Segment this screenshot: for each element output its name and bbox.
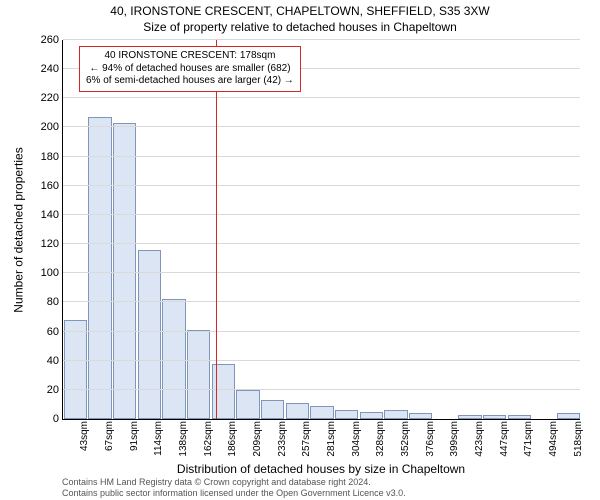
histogram-bar [483, 415, 506, 419]
histogram-bar [88, 117, 111, 419]
x-tick-label: 186sqm [227, 421, 238, 457]
chart-plot-area: 02040608010012014016018020022024026043sq… [62, 40, 580, 420]
y-tick-label: 100 [41, 267, 59, 279]
gridline [63, 272, 580, 273]
gridline [63, 126, 580, 127]
chart-title-subtitle: Size of property relative to detached ho… [0, 20, 600, 34]
x-tick-label: 494sqm [548, 421, 559, 457]
annotation-line: 40 IRONSTONE CRESCENT: 178sqm [86, 50, 294, 63]
histogram-bar [335, 410, 358, 419]
histogram-bar [557, 413, 580, 419]
x-tick-label: 447sqm [499, 421, 510, 457]
gridline [63, 301, 580, 302]
footer-line-1: Contains HM Land Registry data © Crown c… [62, 477, 406, 487]
y-tick-label: 60 [47, 326, 59, 338]
y-tick-label: 220 [41, 92, 59, 104]
reference-line [216, 40, 217, 419]
annotation-line: 6% of semi-detached houses are larger (4… [86, 75, 294, 88]
histogram-bar [187, 330, 210, 419]
x-tick-label: 91sqm [129, 421, 140, 451]
y-tick-label: 20 [47, 384, 59, 396]
histogram-bar [113, 123, 136, 419]
x-axis-label: Distribution of detached houses by size … [62, 462, 580, 476]
gridline [63, 39, 580, 40]
chart-footer: Contains HM Land Registry data © Crown c… [62, 477, 406, 498]
gridline [63, 331, 580, 332]
x-tick-label: 304sqm [351, 421, 362, 457]
x-tick-label: 423sqm [474, 421, 485, 457]
histogram-bar [360, 412, 383, 419]
y-tick-label: 120 [41, 238, 59, 250]
x-tick-label: 114sqm [153, 421, 164, 456]
x-tick-label: 281sqm [326, 421, 337, 457]
histogram-bar [458, 415, 481, 419]
x-tick-label: 328sqm [375, 421, 386, 457]
footer-line-2: Contains public sector information licen… [62, 488, 406, 498]
x-tick-label: 43sqm [79, 421, 90, 451]
x-tick-label: 352sqm [400, 421, 411, 457]
x-tick-label: 138sqm [178, 421, 189, 457]
histogram-bar [236, 390, 259, 419]
annotation-line: ← 94% of detached houses are smaller (68… [86, 63, 294, 76]
histogram-bar [384, 410, 407, 419]
y-tick-label: 160 [41, 180, 59, 192]
histogram-bar [409, 413, 432, 419]
gridline [63, 156, 580, 157]
histogram-bar [286, 403, 309, 419]
x-tick-label: 471sqm [523, 421, 534, 457]
gridline [63, 360, 580, 361]
gridline [63, 97, 580, 98]
y-tick-label: 80 [47, 296, 59, 308]
y-axis-label: Number of detached properties [12, 40, 26, 420]
x-tick-label: 518sqm [573, 421, 584, 457]
x-tick-label: 257sqm [301, 421, 312, 457]
y-tick-label: 140 [41, 209, 59, 221]
y-tick-label: 0 [53, 413, 59, 425]
x-tick-label: 376sqm [425, 421, 436, 457]
histogram-bar [261, 400, 284, 419]
x-tick-label: 209sqm [252, 421, 263, 457]
x-tick-label: 162sqm [203, 421, 214, 457]
y-tick-label: 240 [41, 63, 59, 75]
histogram-bar [508, 415, 531, 419]
y-tick-label: 180 [41, 151, 59, 163]
gridline [63, 214, 580, 215]
gridline [63, 389, 580, 390]
y-tick-label: 40 [47, 355, 59, 367]
y-tick-label: 200 [41, 121, 59, 133]
chart-title-address: 40, IRONSTONE CRESCENT, CHAPELTOWN, SHEF… [0, 4, 600, 18]
y-tick-label: 260 [41, 34, 59, 46]
histogram-bar [138, 250, 161, 419]
x-tick-label: 399sqm [449, 421, 460, 457]
histogram-bar [64, 320, 87, 419]
x-tick-label: 67sqm [104, 421, 115, 451]
gridline [63, 185, 580, 186]
annotation-box: 40 IRONSTONE CRESCENT: 178sqm← 94% of de… [79, 46, 301, 92]
gridline [63, 243, 580, 244]
histogram-bar [310, 406, 333, 419]
x-tick-label: 233sqm [277, 421, 288, 457]
